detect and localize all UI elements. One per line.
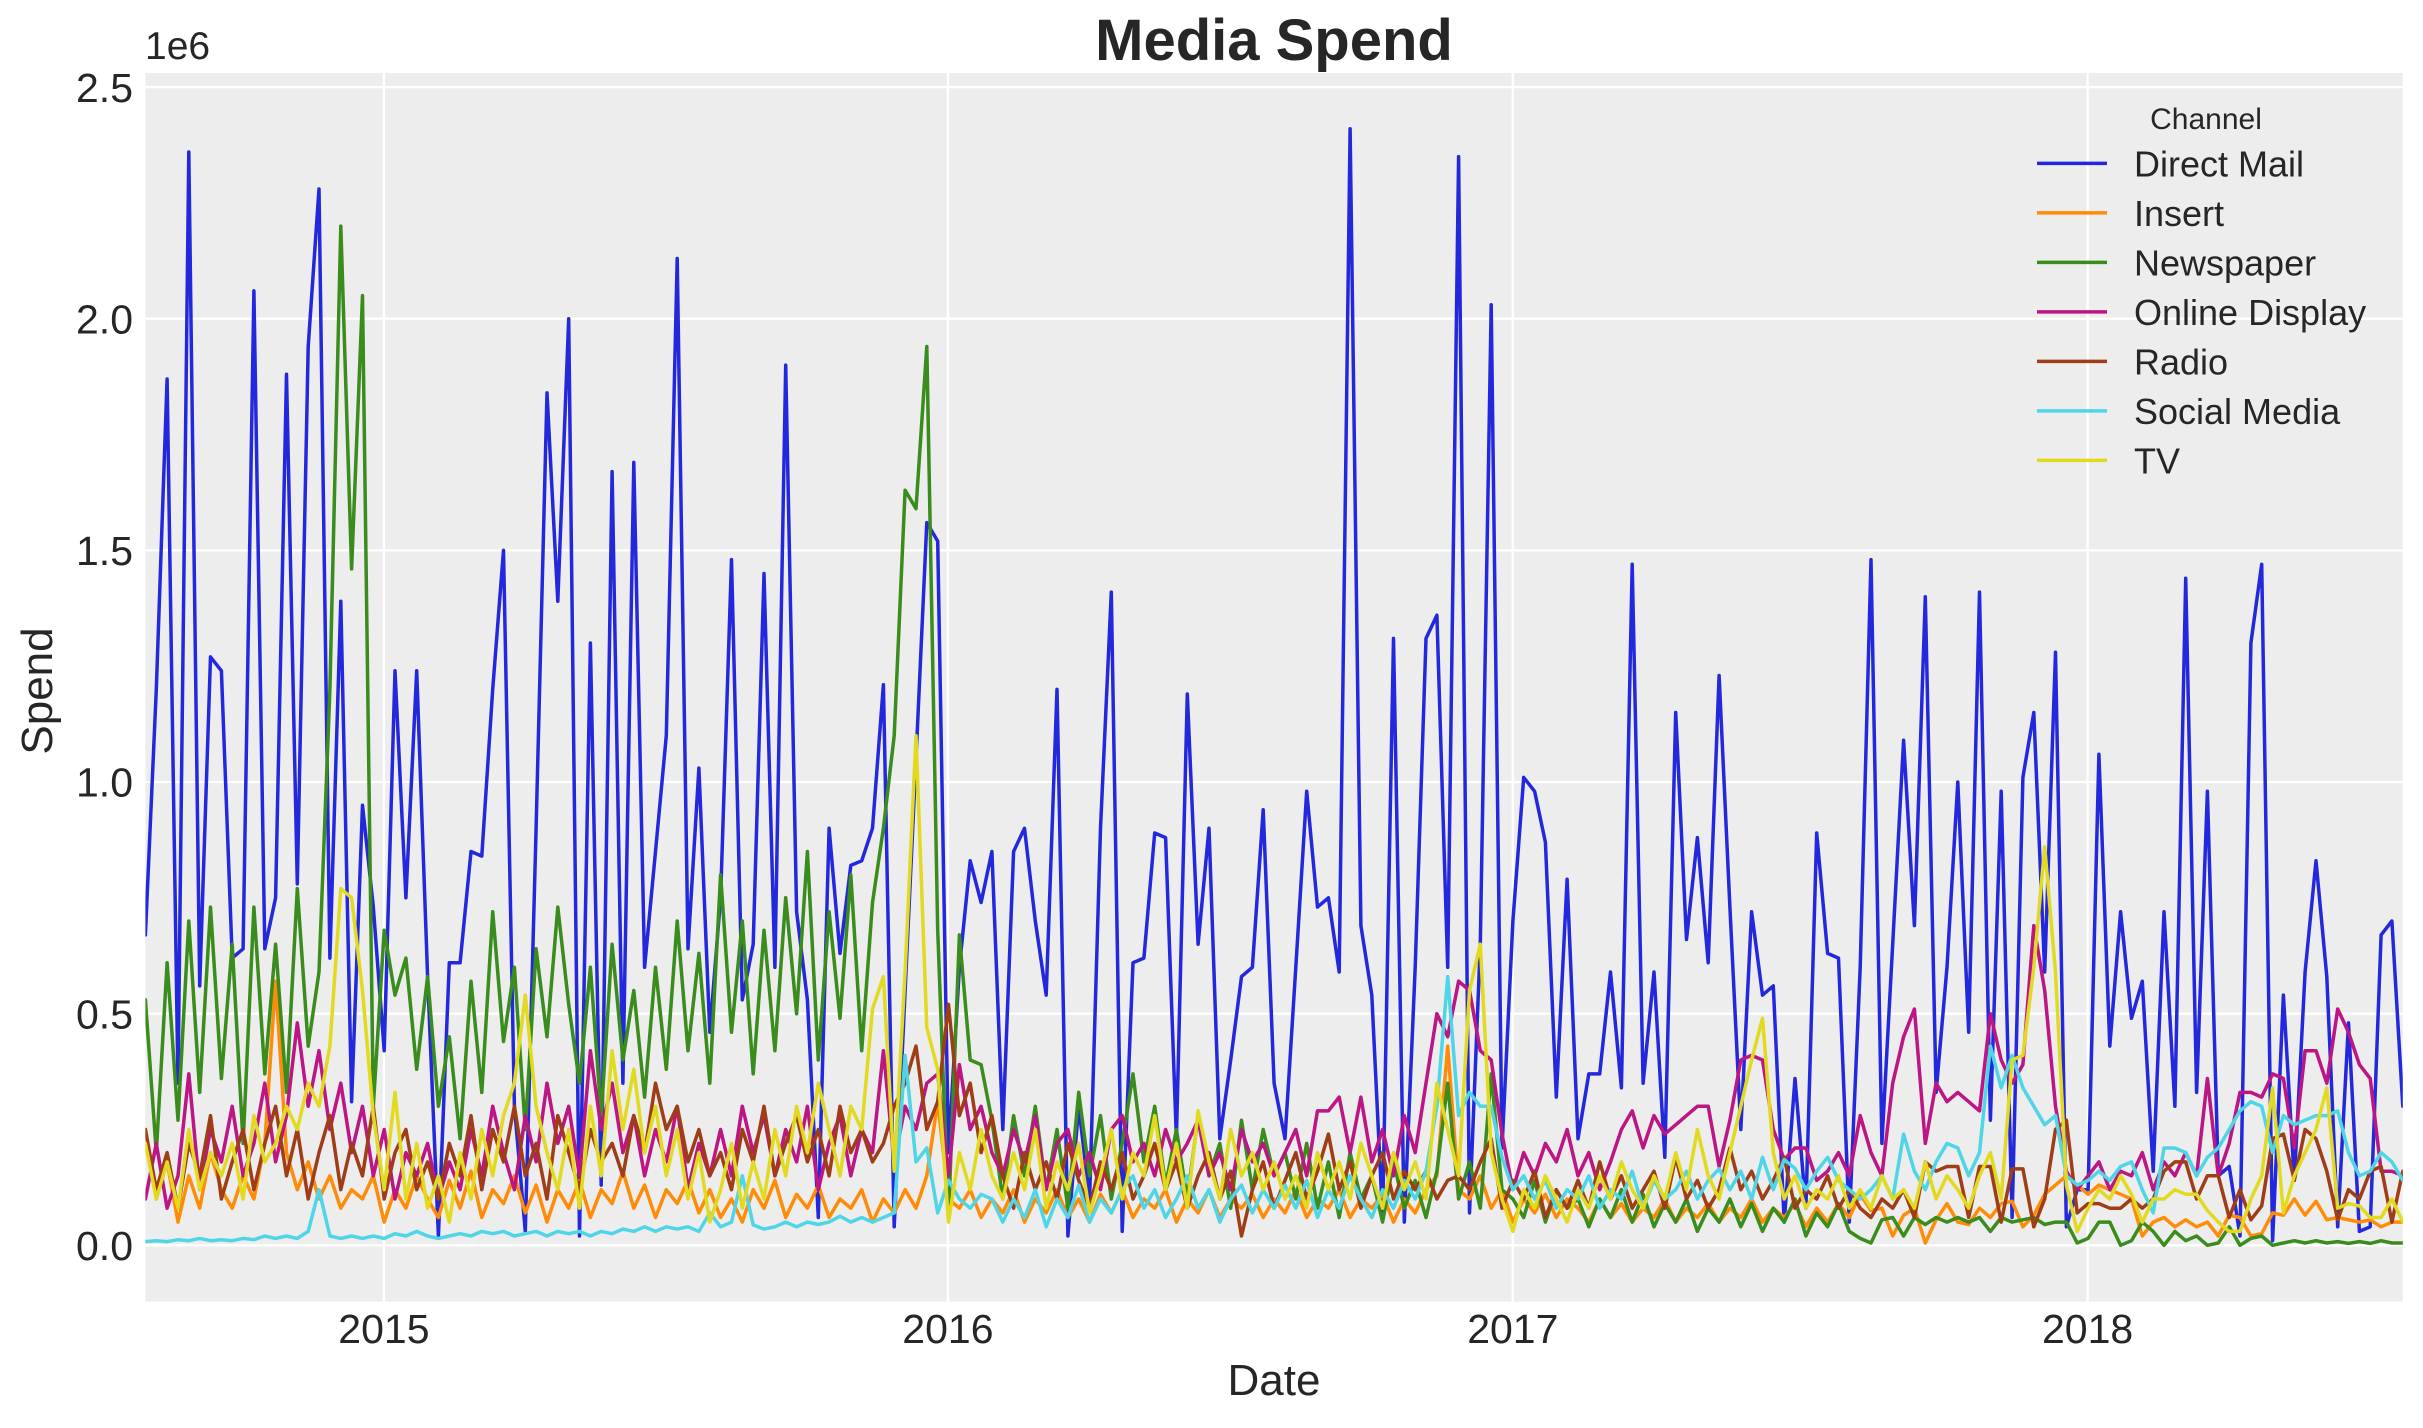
svg-text:Channel: Channel bbox=[2150, 103, 2262, 136]
svg-text:2018: 2018 bbox=[2042, 1306, 2133, 1352]
svg-text:Radio: Radio bbox=[2134, 341, 2228, 382]
svg-text:Spend: Spend bbox=[13, 627, 62, 754]
svg-text:Date: Date bbox=[1228, 1356, 1321, 1405]
svg-text:2015: 2015 bbox=[338, 1306, 429, 1352]
svg-text:0.0: 0.0 bbox=[76, 1223, 133, 1269]
svg-text:2017: 2017 bbox=[1467, 1306, 1558, 1352]
svg-text:2.5: 2.5 bbox=[76, 65, 133, 111]
svg-text:2016: 2016 bbox=[902, 1306, 993, 1352]
svg-text:Insert: Insert bbox=[2134, 193, 2224, 234]
svg-text:2.0: 2.0 bbox=[76, 296, 133, 342]
svg-text:1.0: 1.0 bbox=[76, 760, 133, 806]
svg-text:Social Media: Social Media bbox=[2134, 391, 2341, 432]
svg-text:Newspaper: Newspaper bbox=[2134, 242, 2316, 283]
svg-text:TV: TV bbox=[2134, 440, 2180, 481]
svg-text:1.5: 1.5 bbox=[76, 528, 133, 574]
svg-text:1e6: 1e6 bbox=[145, 25, 210, 68]
svg-text:Direct Mail: Direct Mail bbox=[2134, 143, 2304, 184]
svg-text:Online Display: Online Display bbox=[2134, 292, 2366, 333]
svg-text:0.5: 0.5 bbox=[76, 991, 133, 1037]
svg-text:Media Spend: Media Spend bbox=[1095, 8, 1453, 73]
